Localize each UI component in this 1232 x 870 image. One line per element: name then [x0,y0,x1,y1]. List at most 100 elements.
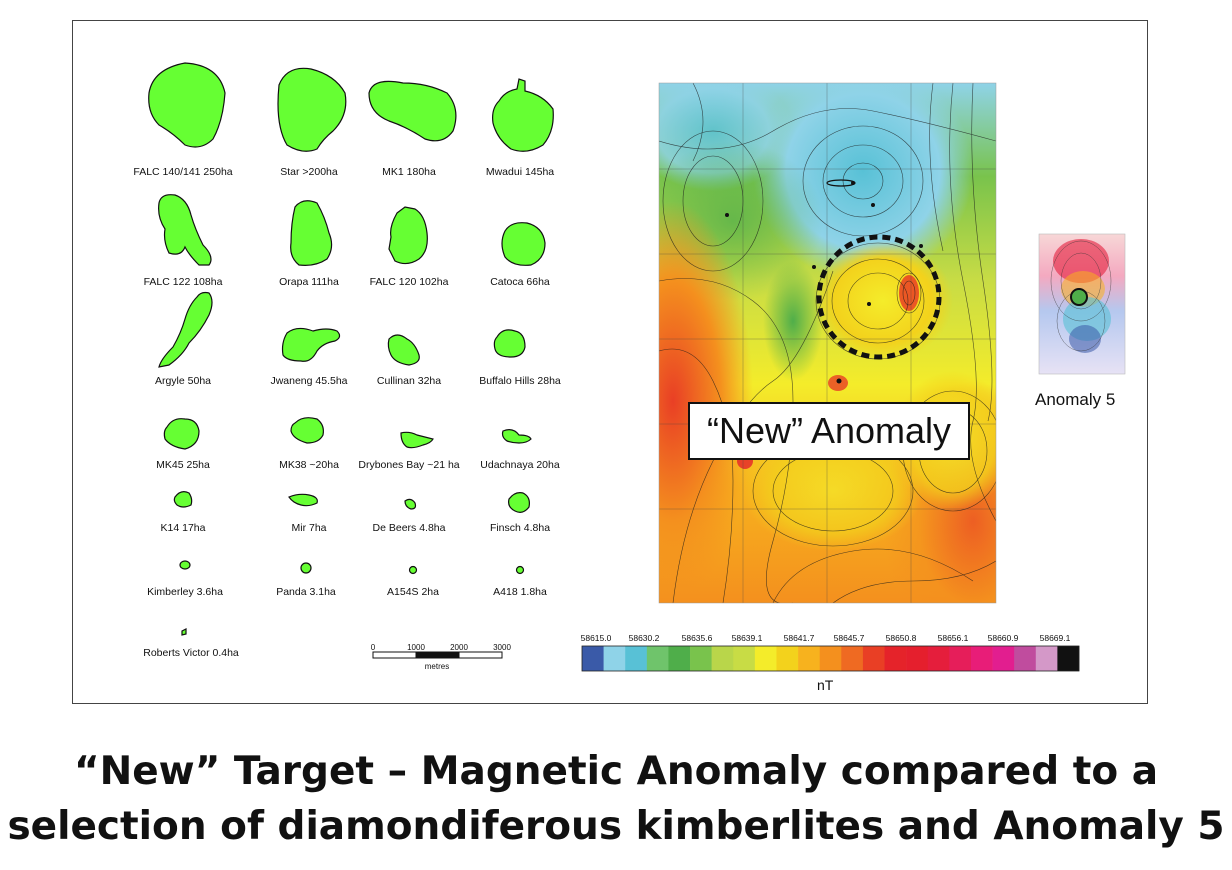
slide-caption: “New” Target – Magnetic Anomaly compared… [0,744,1232,854]
magnetic-map [659,83,996,603]
colorbar-tick-label: 58615.0 [581,633,612,643]
kimberlite-shape-udachnaya [501,429,532,444]
scale-tick-label: 3000 [493,643,511,652]
colorbar-tick-label: 58669.1 [1040,633,1071,643]
kimberlite-label: Mwadui 145ha [486,166,554,178]
colorbar-swatch [668,646,691,671]
caption-line-2: selection of diamondiferous kimberlites … [7,804,1225,849]
kimberlite-shape-finsch [508,492,530,513]
colorbar-tick-label: 58650.8 [886,633,917,643]
kimberlite-shape-jwaneng [281,327,341,362]
colorbar-swatch [819,646,842,671]
kimberlite-label: FALC 120 102ha [370,276,449,288]
caption-line-1: “New” Target – Magnetic Anomaly compared… [73,749,1159,794]
kimberlite-label: MK38 ~20ha [279,459,339,471]
kimberlite-label: Mir 7ha [291,522,326,534]
kimberlite-shape-falc140 [148,62,226,148]
kimberlite-label: FALC 122 108ha [144,276,223,288]
colorbar-swatch [862,646,885,671]
anomaly5-thumbnail [1038,233,1126,375]
kimberlite-shape-panda [300,562,312,574]
kimberlite-shape-mk1 [368,80,457,142]
kimberlite-shape-robertsvictor [181,628,187,636]
kimberlite-shape-mk38 [290,417,324,444]
kimberlite-shape-a418 [515,565,525,575]
kimberlite-shape-debeers [404,498,417,510]
kimberlite-label: MK45 25ha [156,459,210,471]
kimberlite-shape-mwadui [492,78,554,152]
kimberlite-shape-star [277,67,347,152]
kimberlite-label: Buffalo Hills 28ha [479,375,561,387]
colorbar-swatch [754,646,777,671]
colorbar-tick-label: 58630.2 [629,633,660,643]
colorbar-swatch [798,646,820,671]
kimberlite-shape-mir [288,493,318,507]
kimberlite-label: Udachnaya 20ha [480,459,560,471]
kimberlite-shape-catoca [501,222,546,266]
colorbar-swatch [1014,646,1037,671]
colorbar-tick-labels: 58615.0 58630.2 58635.6 58639.1 58641.7 … [581,633,1071,643]
kimberlite-shape-orapa [290,200,333,266]
kimberlite-label: Jwaneng 45.5ha [270,375,347,387]
kimberlite-label: De Beers 4.8ha [373,522,446,534]
colorbar-tick-label: 58656.1 [938,633,969,643]
kimberlite-label: A154S 2ha [387,586,439,598]
figure-panel: FALC 140/141 250ha Star >200ha MK1 180ha… [72,20,1148,704]
figure-svg: FALC 140/141 250ha Star >200ha MK1 180ha… [133,62,1126,672]
new-anomaly-label: “New” Anomaly [688,402,970,460]
kimberlite-label: A418 1.8ha [493,586,547,598]
colorbar-tick-label: 58639.1 [732,633,763,643]
kimberlite-label: Star >200ha [280,166,338,178]
scale-tick-label: 2000 [450,643,468,652]
kimberlite-label: Panda 3.1ha [276,586,336,598]
colorbar-swatch [625,646,648,671]
colorbar-swatch [927,646,950,671]
kimberlite-label: Argyle 50ha [155,375,211,387]
colorbar-swatch [711,646,734,671]
colorbar-tick-label: 58645.7 [834,633,865,643]
kimberlite-label: Roberts Victor 0.4ha [143,647,239,659]
kimberlite-shape-k14 [173,491,193,508]
colorbar-swatch [992,646,1015,671]
colorbar-swatch [582,646,604,671]
kimberlite-shape-falc122 [158,194,212,266]
colorbar-border [581,645,1080,672]
colorbar-swatch [906,646,929,671]
kimberlite-shape-kimberley [179,560,191,570]
colorbar-swatch [603,646,626,671]
kimberlite-label: Orapa 111ha [279,276,339,288]
kimberlite-label: Finsch 4.8ha [490,522,550,534]
anomaly5-label: Anomaly 5 [1035,390,1116,409]
scale-tick-label: 0 [371,643,376,652]
kimberlite-shape-drybones [400,431,434,449]
colorbar-swatch [1035,646,1058,671]
anomaly-dashed-circle [816,234,942,360]
colorbar-tick-label: 58641.7 [784,633,815,643]
colorbar [581,645,1080,672]
colorbar-unit-label: nT [817,677,834,693]
kimberlite-shape-argyle [158,291,213,368]
kimberlite-shape-buffalo [493,329,526,358]
kimberlite-label: Catoca 66ha [490,276,550,288]
kimberlite-shape-falc120 [388,206,428,265]
kimberlite-shape-a154s [408,565,418,575]
kimberlite-label: FALC 140/141 250ha [133,166,232,178]
colorbar-swatch [733,646,756,671]
kimberlite-label: Kimberley 3.6ha [147,586,223,598]
kimberlite-shapes [148,62,554,636]
colorbar-swatch [776,646,799,671]
kimberlite-labels: FALC 140/141 250ha Star >200ha MK1 180ha… [133,166,561,659]
kimberlite-shape-cullinan [387,334,420,366]
kimberlite-label: MK1 180ha [382,166,436,178]
scale-tick-label: 1000 [407,643,425,652]
colorbar-swatch [690,646,712,671]
kimberlite-label: Cullinan 32ha [377,375,441,387]
scale-bar: 0 1000 2000 3000 metres [371,643,512,671]
kimberlite-shape-mk45 [163,418,200,450]
kimberlite-label: K14 17ha [161,522,206,534]
colorbar-tick-label: 58660.9 [988,633,1019,643]
colorbar-swatch [841,646,864,671]
colorbar-tick-label: 58635.6 [682,633,713,643]
colorbar-swatch [949,646,972,671]
colorbar-swatch [884,646,907,671]
